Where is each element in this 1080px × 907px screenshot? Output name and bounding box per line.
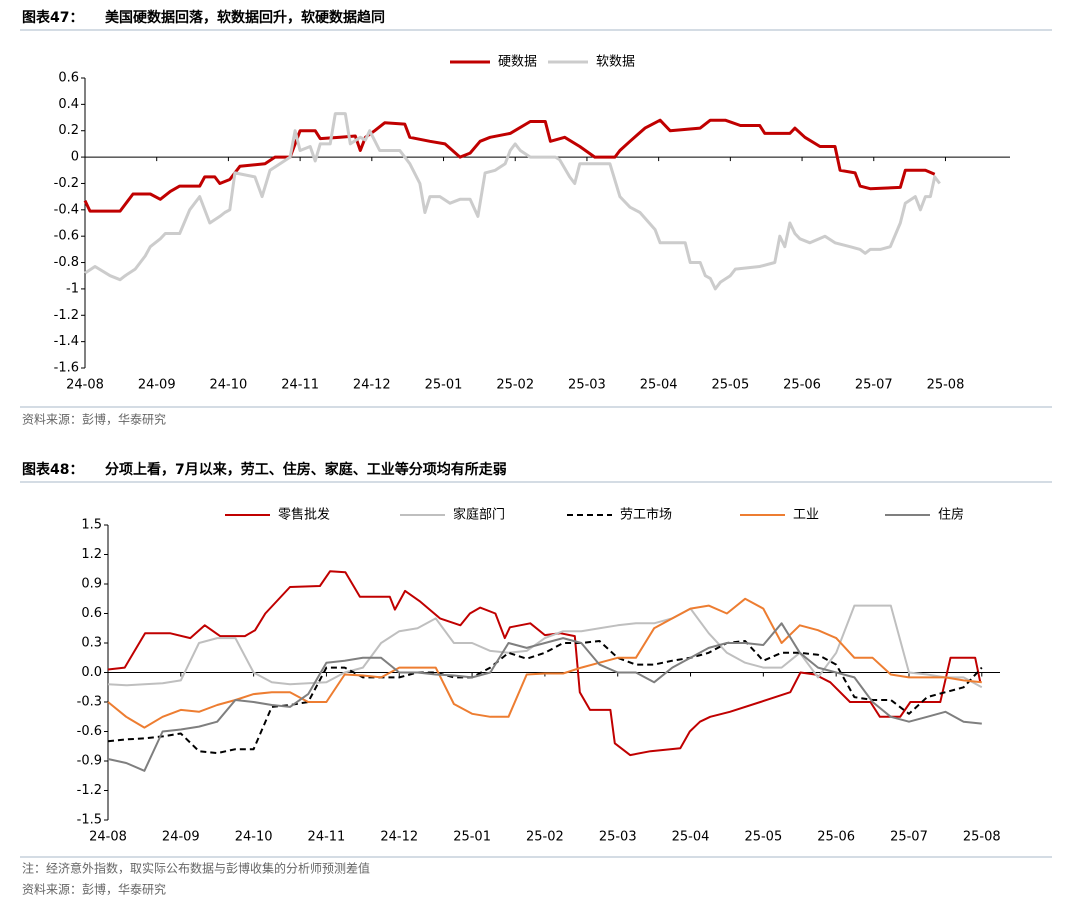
legend-label: 硬数据 — [498, 55, 537, 70]
x-tick-label: 25-03 — [599, 830, 637, 845]
y-tick-label: -1.6 — [54, 361, 79, 376]
x-tick-label: 24-11 — [308, 830, 346, 845]
y-tick-label: -1.5 — [77, 813, 102, 828]
chart-title: 分项上看，7月以来，劳工、住房、家庭、工业等分项均有所走弱 — [105, 461, 507, 478]
source: 资料来源：彭博，华泰研究 — [22, 412, 166, 427]
y-tick-label: 0.3 — [81, 636, 102, 651]
legend-label: 家庭部门 — [453, 507, 505, 523]
x-tick-label: 24-08 — [66, 378, 104, 393]
y-tick-label: 0.0 — [81, 665, 102, 680]
y-tick-label: -0.2 — [54, 176, 79, 191]
y-tick-label: -0.6 — [77, 724, 102, 739]
series-line — [107, 597, 982, 729]
y-tick-label: -0.8 — [54, 255, 79, 270]
x-tick-label: 25-07 — [890, 830, 928, 845]
x-tick-label: 24-08 — [89, 830, 127, 845]
legend-label: 工业 — [793, 508, 819, 523]
x-tick-label: 25-07 — [855, 378, 893, 393]
x-tick-label: 25-05 — [744, 830, 782, 845]
legend-label: 零售批发 — [278, 507, 330, 523]
source: 资料来源：彭博，华泰研究 — [22, 882, 166, 897]
chart-title: 美国硬数据回落，软数据回升，软硬数据趋同 — [105, 9, 385, 26]
series-line — [107, 622, 982, 772]
x-tick-label: 25-02 — [526, 830, 564, 845]
y-tick-label: 0.6 — [58, 71, 79, 86]
x-tick-label: 25-06 — [817, 830, 855, 845]
y-tick-label: 0.9 — [81, 577, 102, 592]
y-tick-label: -0.3 — [77, 695, 102, 710]
figure-label: 图表47： — [22, 9, 83, 26]
x-tick-label: 25-05 — [711, 378, 749, 393]
y-tick-label: 1.5 — [81, 518, 102, 533]
legend-label: 软数据 — [596, 55, 635, 70]
y-tick-label: -1.2 — [77, 783, 102, 798]
x-tick-label: 25-04 — [640, 378, 678, 393]
x-tick-label: 25-02 — [496, 378, 534, 393]
y-tick-label: -0.6 — [54, 229, 79, 244]
x-tick-label: 24-11 — [281, 378, 319, 393]
y-tick-label: -1.2 — [54, 308, 79, 323]
x-tick-label: 25-01 — [425, 378, 463, 393]
x-tick-label: 24-09 — [162, 830, 200, 845]
legend-label: 劳工市场 — [620, 507, 672, 523]
x-tick-label: 25-04 — [672, 830, 710, 845]
series-line — [107, 570, 982, 757]
y-tick-label: 0.4 — [58, 97, 79, 112]
y-tick-label: -1.4 — [54, 334, 79, 349]
x-tick-label: 24-09 — [138, 378, 176, 393]
series-line — [107, 604, 983, 689]
series-line — [84, 112, 941, 291]
figure-label: 图表48： — [22, 461, 83, 478]
y-tick-label: -0.9 — [77, 754, 102, 769]
note: 注：经济意外指数，取实际公布数据与彭博收集的分析师预测差值 — [22, 861, 370, 876]
legend-label: 住房 — [938, 507, 964, 523]
series-line — [107, 640, 983, 755]
series-line — [83, 118, 936, 213]
y-tick-label: 0.2 — [58, 123, 79, 138]
y-tick-label: -0.4 — [54, 202, 79, 217]
y-tick-label: -1 — [66, 281, 79, 296]
y-tick-label: 1.2 — [81, 547, 102, 562]
y-tick-label: 0.6 — [81, 606, 102, 621]
x-tick-label: 24-10 — [210, 378, 248, 393]
x-tick-label: 25-03 — [568, 378, 606, 393]
x-tick-label: 25-06 — [783, 378, 821, 393]
x-tick-label: 24-12 — [353, 378, 391, 393]
x-tick-label: 24-10 — [235, 830, 273, 845]
x-tick-label: 24-12 — [380, 830, 418, 845]
x-tick-label: 25-08 — [963, 830, 1001, 845]
y-tick-label: 0 — [71, 150, 79, 165]
x-tick-label: 25-01 — [453, 830, 491, 845]
x-tick-label: 25-08 — [927, 378, 965, 393]
